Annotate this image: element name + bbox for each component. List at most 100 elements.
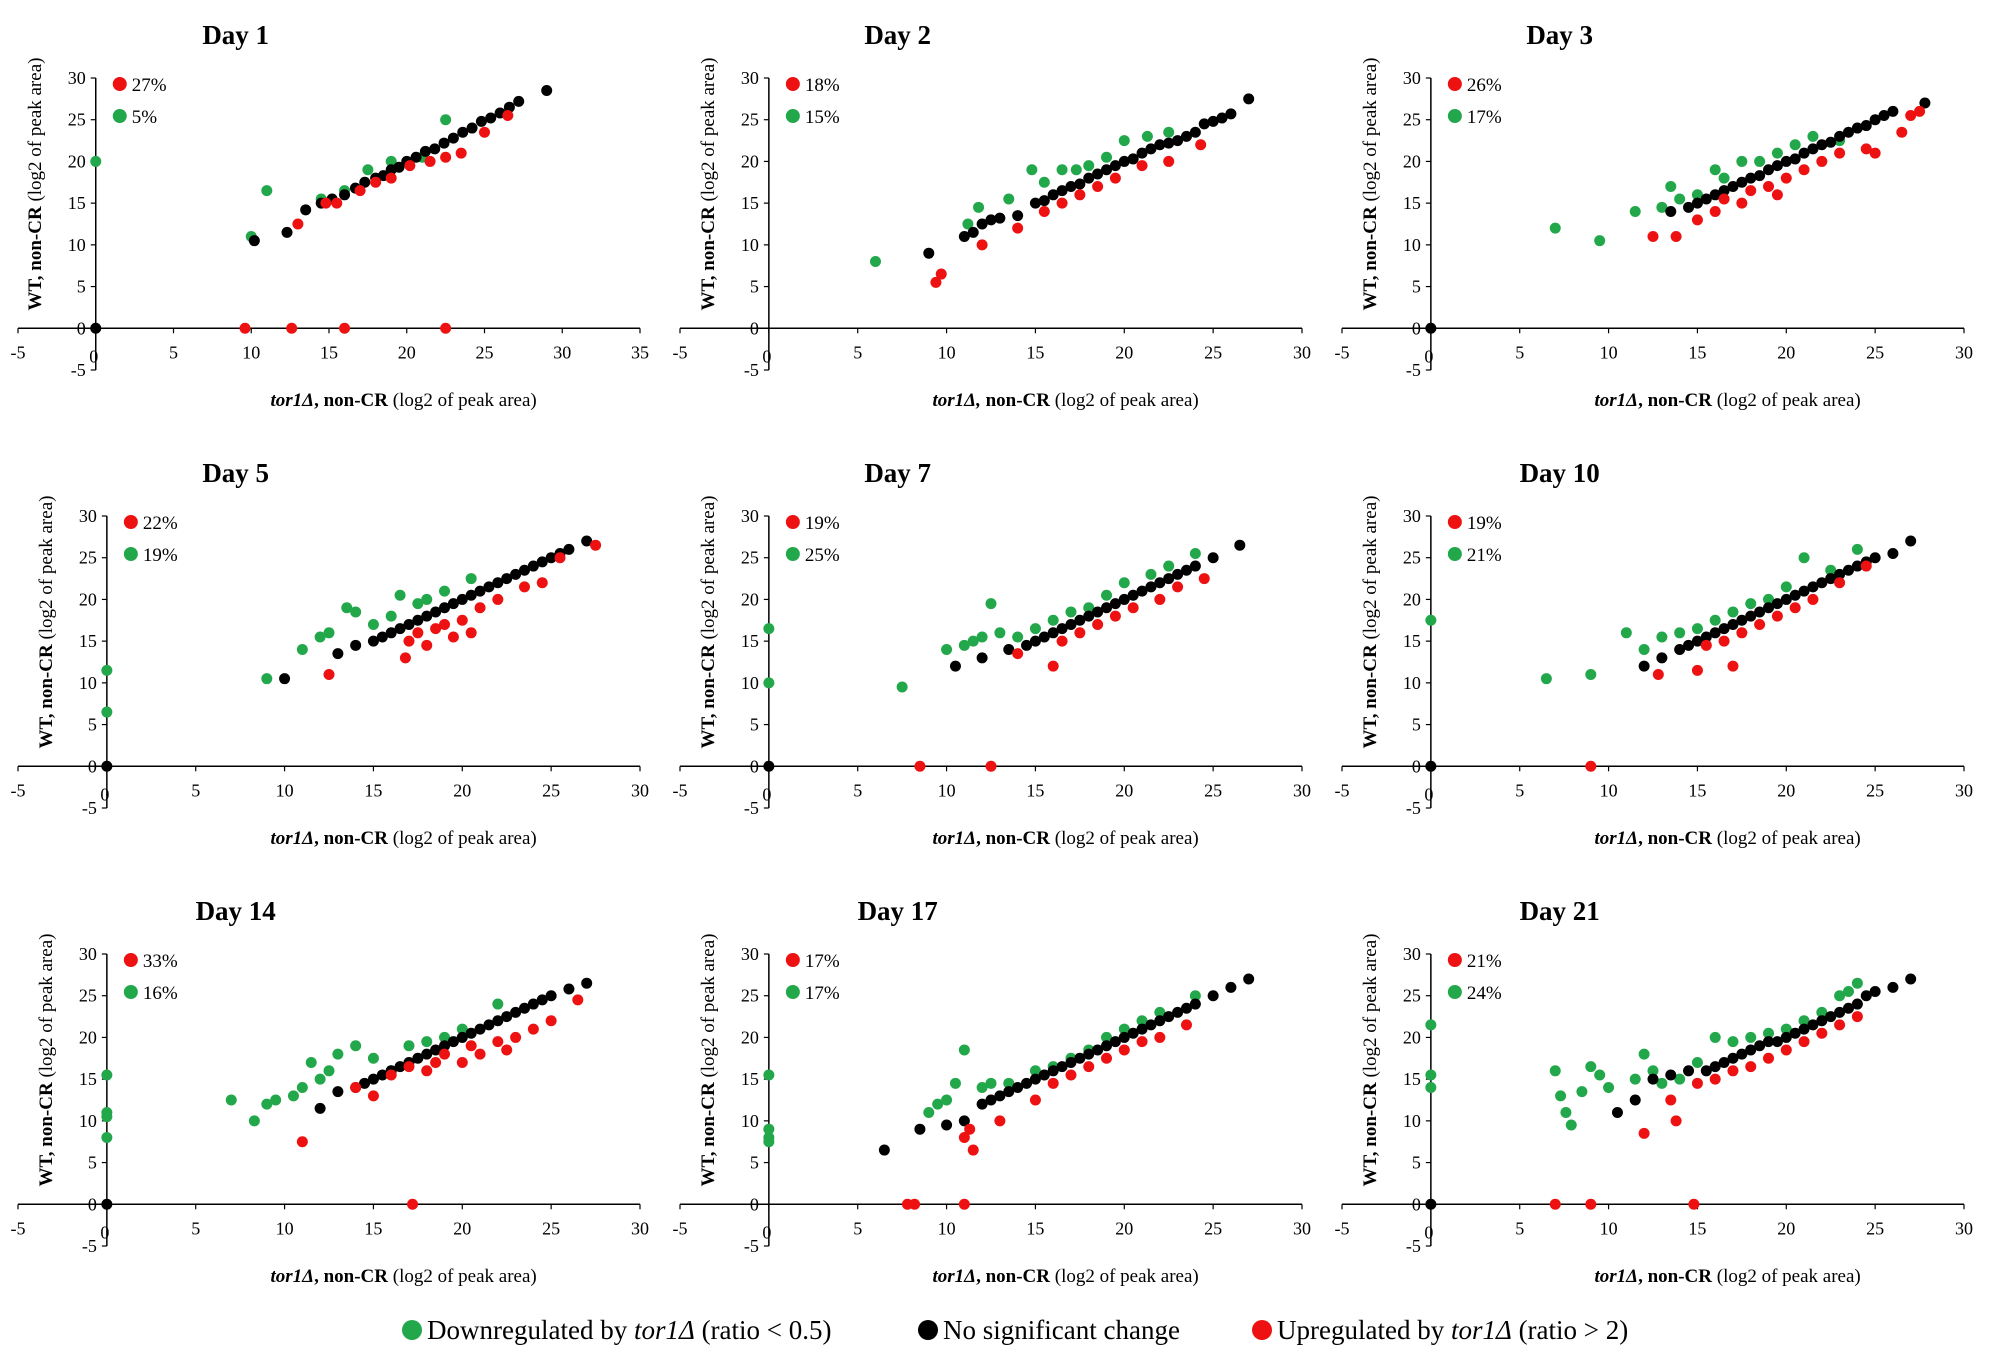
data-point-up (1709, 205, 1721, 217)
x-tick-label: 25 (542, 780, 560, 800)
y-tick-label: 20 (741, 151, 759, 171)
data-point-none (367, 635, 379, 647)
data-point-down (1565, 1119, 1577, 1131)
x-tick-label: -5 (11, 780, 26, 800)
data-point-none (563, 983, 575, 995)
y-tick-label: 0 (1412, 1194, 1421, 1214)
data-point-none (958, 1115, 970, 1127)
data-point-none (1180, 130, 1192, 142)
x-axis-label-bold: , non-CR (1638, 828, 1712, 849)
data-point-up (1118, 1044, 1130, 1056)
data-point-down (1691, 1056, 1703, 1068)
data-point-up (404, 160, 416, 172)
data-point-down (1101, 589, 1113, 601)
y-axis-label-rest: (log2 of peak area) (36, 934, 57, 1083)
data-point-none (1163, 573, 1175, 585)
data-point-none (1154, 1015, 1166, 1027)
x-tick-label: 15 (1026, 1218, 1044, 1238)
data-point-down (1771, 147, 1783, 159)
data-point-none (350, 639, 362, 651)
x-tick-label: 25 (542, 1218, 560, 1238)
annotation-down-percent: 21% (1467, 545, 1502, 566)
data-point-none (1709, 1061, 1721, 1073)
data-point-down (1163, 560, 1175, 572)
data-point-none (518, 564, 530, 576)
data-point-none (1038, 1069, 1050, 1081)
data-point-none (339, 189, 351, 201)
data-point-up (1780, 172, 1792, 184)
y-tick-label: 30 (79, 506, 97, 526)
x-tick-label: 10 (276, 780, 294, 800)
y-axis-label-bold: WT, non-CR (36, 644, 57, 748)
y-tick-label: 5 (1412, 1153, 1421, 1173)
data-point-up (1136, 160, 1148, 172)
annotation-up-dot (785, 953, 800, 967)
y-axis-label-rest: (log2 of peak area) (1360, 934, 1381, 1083)
y-tick-label: 25 (79, 548, 97, 568)
x-tick-label: 25 (1866, 780, 1884, 800)
data-point-none (1003, 1086, 1015, 1098)
annotation-up-percent: 21% (1467, 951, 1502, 972)
y-axis-label: WT, non-CR (log2 of peak area) (1360, 496, 1381, 749)
data-point-up (479, 126, 490, 138)
data-point-down (1056, 164, 1068, 176)
data-point-up (1092, 180, 1104, 192)
data-point-up (545, 1015, 557, 1027)
y-tick-label: -5 (82, 1236, 97, 1256)
x-tick-label: 0 (100, 1222, 109, 1242)
annotation-down-dot (123, 547, 138, 561)
data-point-none (1789, 1027, 1801, 1039)
data-point-none (1172, 135, 1184, 147)
y-axis-label: WT, non-CR (log2 of peak area) (25, 58, 46, 311)
data-point-up (1736, 197, 1748, 209)
data-point-none (545, 990, 557, 1002)
y-tick-label: 0 (88, 1194, 97, 1214)
data-point-down (1555, 1090, 1567, 1102)
data-point-none (1842, 126, 1854, 138)
data-point-down (1047, 614, 1059, 626)
data-point-none (447, 1036, 459, 1048)
data-point-up (590, 539, 602, 551)
y-axis-label-bold: WT, non-CR (698, 206, 719, 310)
annotation-down-percent: 17% (805, 983, 840, 1004)
x-tick-label: 10 (938, 780, 956, 800)
data-point-none (457, 126, 469, 138)
x-tick-label: -5 (1335, 780, 1350, 800)
data-point-up (1670, 231, 1682, 243)
panel-title: Day 2 (864, 20, 931, 50)
data-point-none (503, 101, 515, 113)
data-point-down (439, 1031, 451, 1043)
x-tick-label: 15 (1026, 342, 1044, 362)
y-axis-label-bold: WT, non-CR (698, 1082, 719, 1186)
x-tick-label: 5 (1515, 342, 1524, 362)
data-point-up (1647, 231, 1659, 243)
x-tick-label: 10 (276, 1218, 294, 1238)
data-point-up (339, 322, 351, 334)
x-axis-label-bold: non-CR (981, 390, 1050, 411)
data-point-down (1603, 1081, 1615, 1093)
data-point-up (465, 627, 477, 639)
data-point-none (1021, 1077, 1033, 1089)
y-tick-label: 30 (741, 944, 759, 964)
data-point-up (367, 1090, 379, 1102)
data-point-down (367, 618, 379, 630)
data-point-none (376, 1069, 388, 1081)
data-point-up (403, 1061, 415, 1073)
data-point-none (1003, 643, 1015, 655)
data-point-down (1003, 1077, 1015, 1089)
data-point-down (261, 1098, 273, 1110)
x-tick-label: -5 (673, 780, 688, 800)
data-point-down (1665, 180, 1677, 192)
data-point-none (101, 1198, 113, 1210)
data-point-down (314, 1073, 326, 1085)
data-point-down (296, 1081, 308, 1093)
data-point-up (1029, 1094, 1041, 1106)
annotation-down-dot (1447, 109, 1462, 123)
data-point-up (1549, 1198, 1561, 1210)
x-tick-label: 0 (1424, 346, 1433, 366)
data-point-down (1540, 673, 1552, 685)
data-point-up (331, 197, 343, 209)
y-tick-label: 15 (79, 631, 97, 651)
data-point-down (270, 1094, 282, 1106)
